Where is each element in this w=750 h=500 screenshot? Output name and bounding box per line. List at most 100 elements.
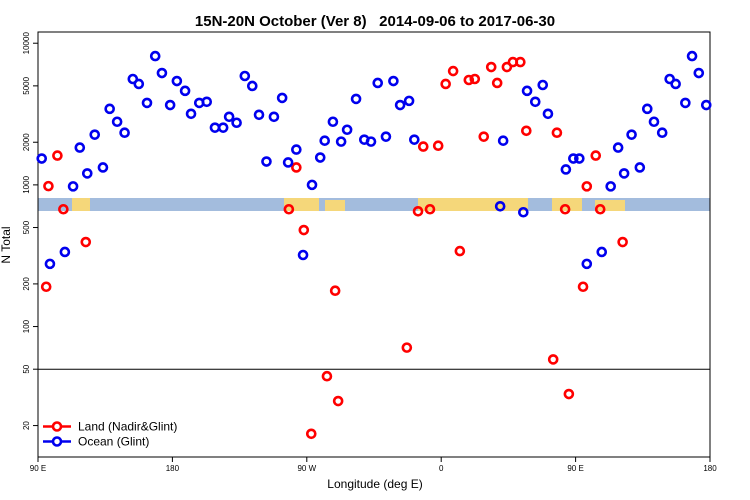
point [329, 285, 341, 297]
y-axis-label: N Total [0, 226, 13, 263]
land-strip [72, 198, 90, 211]
point [231, 117, 242, 129]
x-tick-label: 90 W [297, 464, 316, 473]
point [164, 99, 176, 111]
point [179, 85, 191, 97]
point [626, 129, 637, 140]
point [36, 153, 48, 164]
point [664, 73, 675, 85]
point [440, 78, 451, 90]
x-tick-label: 0 [439, 464, 444, 473]
y-tick-label: 500 [22, 220, 31, 234]
point [171, 75, 183, 87]
point [127, 73, 139, 85]
point [268, 111, 280, 123]
point [447, 65, 459, 77]
point [551, 127, 563, 139]
y-tick-label: 2000 [22, 133, 31, 151]
y-tick-label: 100 [22, 319, 31, 333]
point [605, 181, 616, 192]
land-strip [325, 200, 345, 211]
point [59, 246, 71, 258]
point [341, 124, 353, 136]
point [469, 73, 481, 85]
point [454, 245, 466, 257]
point [306, 179, 318, 191]
point [542, 108, 554, 120]
point [394, 99, 406, 111]
point [185, 108, 197, 120]
point [596, 246, 608, 258]
point [350, 93, 362, 105]
legend: Land (Nadir&Glint)Ocean (Glint) [43, 420, 177, 449]
y-tick-label: 200 [22, 277, 31, 291]
point [521, 125, 532, 137]
point [282, 157, 294, 168]
point [52, 150, 63, 161]
point [577, 281, 589, 293]
point [529, 96, 541, 108]
point [97, 162, 109, 173]
ocean-strip [38, 198, 710, 211]
y-tick-label: 1000 [22, 175, 31, 193]
point [617, 236, 628, 248]
point [463, 74, 475, 86]
point [246, 80, 258, 92]
point [491, 77, 503, 89]
point [417, 141, 429, 152]
point [43, 180, 54, 192]
point [239, 70, 251, 82]
point [590, 150, 602, 161]
point [314, 152, 326, 163]
x-tick-label: 90 E [30, 464, 46, 473]
point [141, 97, 153, 109]
x-tick-label: 180 [703, 464, 717, 473]
chart-title: 15N-20N October (Ver 8) 2014-09-06 to 20… [195, 13, 555, 30]
point [478, 131, 490, 142]
point [335, 136, 347, 147]
point [693, 67, 705, 79]
point [680, 97, 691, 109]
x-tick-label: 180 [166, 464, 180, 473]
point [332, 395, 344, 407]
point [670, 78, 681, 90]
point [485, 61, 497, 73]
point [365, 136, 377, 147]
point [618, 168, 630, 179]
point [403, 95, 415, 107]
point [104, 103, 115, 115]
point [700, 99, 712, 111]
point [261, 156, 272, 167]
point [291, 162, 302, 173]
point [133, 78, 145, 90]
point [81, 168, 93, 179]
point [401, 342, 413, 353]
plot-frame [37, 31, 711, 458]
point [574, 153, 585, 164]
x-tick-label: 90 E [567, 464, 583, 473]
point [501, 61, 513, 73]
point [319, 135, 331, 146]
point [494, 201, 506, 212]
point [581, 181, 593, 192]
y-tick-label: 10000 [22, 32, 31, 55]
point [537, 79, 549, 91]
point [58, 203, 69, 215]
point [518, 206, 529, 218]
land-strip [595, 200, 625, 211]
point [217, 122, 229, 133]
point [380, 131, 392, 142]
point [298, 224, 310, 236]
y-tick-label: 20 [22, 421, 31, 430]
point [283, 203, 295, 215]
point [563, 388, 575, 400]
point [89, 129, 101, 140]
point [686, 50, 698, 62]
point [594, 203, 606, 215]
point [656, 127, 668, 139]
point [291, 144, 302, 155]
point [201, 96, 213, 108]
x-axis-label: Longitude (deg E) [327, 477, 422, 491]
point [297, 249, 309, 261]
